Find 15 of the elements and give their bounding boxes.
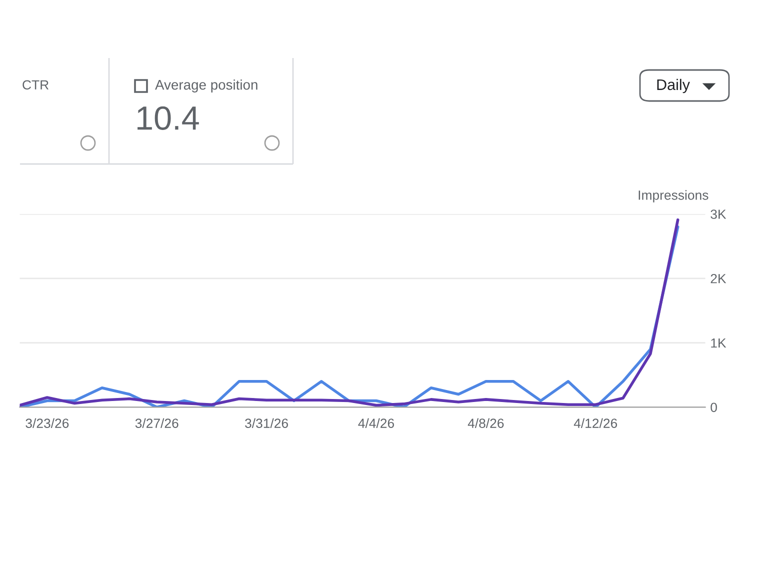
text: CTR: [22, 80, 49, 90]
y-tick-label: 1K: [711, 338, 726, 348]
x-tick-label: 4/8/26: [468, 418, 504, 428]
y-tick-label: 3K: [710, 210, 726, 219]
x-tick-label: 3/31/26: [245, 418, 288, 428]
text: Daily: [657, 78, 690, 94]
text: Average position: [155, 80, 258, 92]
y-axis-title: Impressions: [638, 190, 708, 202]
y-tick-label: 2K: [710, 274, 726, 284]
x-tick-label: 3/23/26: [26, 418, 69, 428]
x-tick-label: 3/27/26: [135, 418, 178, 428]
x-tick-label: 4/12/26: [574, 418, 618, 428]
y-tick-label: 0: [710, 402, 717, 412]
text: 10.4: [138, 106, 199, 130]
x-tick-label: 4/4/26: [358, 418, 394, 428]
